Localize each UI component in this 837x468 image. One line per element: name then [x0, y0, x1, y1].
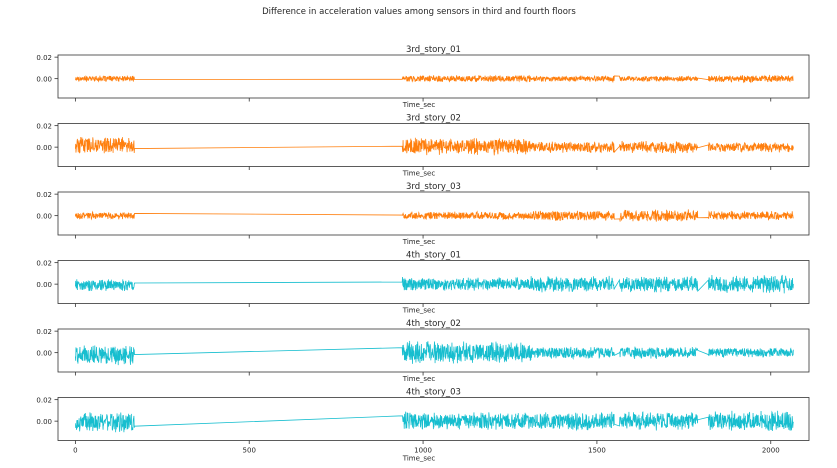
- y-tick-label: 0.00: [36, 75, 52, 83]
- y-tick-label: 0.02: [36, 328, 52, 336]
- figure-title: Difference in acceleration values among …: [262, 7, 576, 17]
- signal-line: [74, 137, 794, 156]
- y-tick-label: 0.00: [36, 212, 52, 220]
- x-axis-label: Time_sec: [402, 170, 436, 178]
- x-tick-label: 1500: [588, 447, 606, 455]
- subplot-title: 4th_story_02: [406, 319, 461, 329]
- subplot-title: 3rd_story_03: [406, 182, 461, 192]
- subplot-4th_story_01: 4th_story_01 0.00 0.02 Time_sec: [36, 251, 810, 315]
- x-axis-label: Time_sec: [402, 238, 436, 246]
- axes-frame: [57, 260, 810, 304]
- subplot-title: 4th_story_01: [406, 251, 461, 261]
- subplot-3rd_story_01: 3rd_story_01 0.00 0.02 Time_sec: [36, 45, 810, 109]
- axes-frame: [57, 54, 810, 99]
- x-axis-label: Time_sec: [402, 307, 436, 315]
- y-tick-label: 0.00: [36, 349, 52, 357]
- signal-line: [74, 209, 794, 222]
- signal-line: [74, 74, 794, 84]
- x-axis-label: Time_sec: [402, 375, 436, 383]
- subplot-3rd_story_02: 3rd_story_02 0.00 0.02 Time_sec: [36, 114, 810, 178]
- subplot-3rd_story_03: 3rd_story_03 0.00 0.02 Time_sec: [36, 182, 810, 246]
- y-tick-label: 0.02: [36, 122, 52, 130]
- subplot-title: 3rd_story_02: [406, 114, 461, 124]
- y-tick-label: 0.02: [36, 54, 52, 62]
- signal-line: [74, 274, 794, 294]
- subplot-4th_story_03: 4th_story_03 0.00 0.02 0 500 1000 1500 2000 Time…: [36, 388, 810, 463]
- x-tick-label: 0: [73, 447, 77, 455]
- axes-frame: [57, 397, 810, 441]
- y-tick-label: 0.02: [36, 259, 52, 267]
- x-tick-label: 500: [243, 447, 256, 455]
- x-axis-label: Time_sec: [402, 101, 436, 109]
- subplot-4th_story_02: 4th_story_02 0.00 0.02 Time_sec: [36, 319, 810, 383]
- subplot-title: 3rd_story_01: [406, 45, 461, 55]
- axes-frame: [57, 191, 810, 236]
- signal-line: [74, 340, 794, 366]
- x-tick-label: 2000: [762, 447, 780, 455]
- y-tick-label: 0.00: [36, 281, 52, 289]
- x-tick-label: 1000: [414, 447, 432, 455]
- axes-frame: [57, 123, 810, 167]
- x-axis-label: Time_sec: [402, 455, 436, 463]
- y-tick-label: 0.02: [36, 191, 52, 199]
- y-tick-label: 0.02: [36, 396, 52, 404]
- y-tick-label: 0.00: [36, 144, 52, 152]
- axes-frame: [57, 328, 810, 373]
- signal-line: [74, 410, 794, 433]
- y-tick-label: 0.00: [36, 418, 52, 426]
- subplot-title: 4th_story_03: [406, 388, 461, 398]
